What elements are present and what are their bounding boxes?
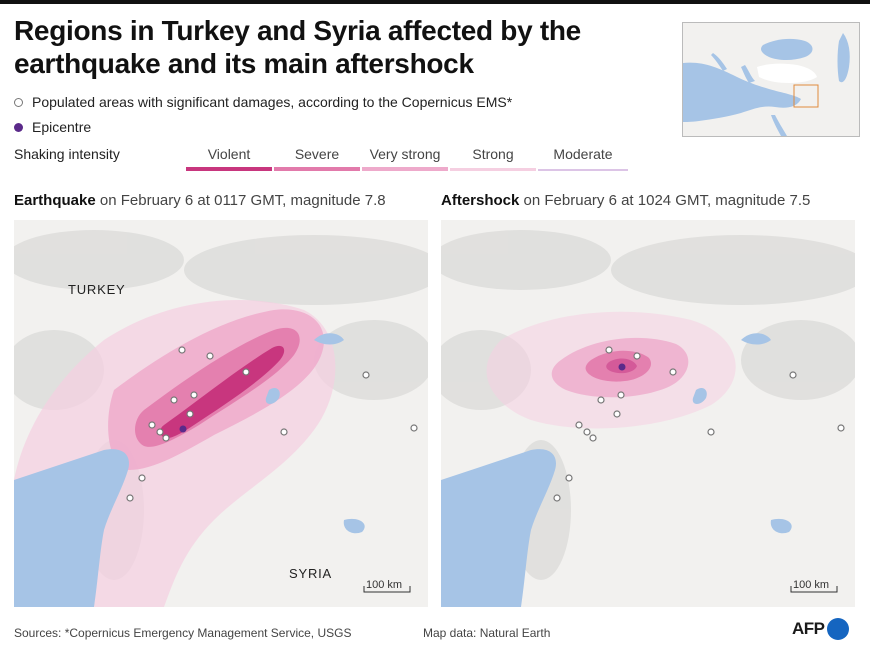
legend-damage-label: Populated areas with significant damages… bbox=[32, 94, 513, 110]
intensity-moderate-swatch bbox=[538, 169, 628, 171]
scale-label: 100 km bbox=[366, 579, 402, 591]
intensity-very-strong-swatch bbox=[362, 167, 448, 171]
epicentre-marker bbox=[618, 363, 626, 371]
aftershock-map-graphic: 100 km bbox=[441, 220, 855, 607]
label-turkey: TURKEY bbox=[68, 282, 126, 297]
locator-map bbox=[682, 22, 860, 137]
epicentre-marker bbox=[179, 425, 187, 433]
intensity-violent: Violent bbox=[186, 146, 272, 171]
intensity-very-strong: Very strong bbox=[362, 146, 448, 171]
legend-epicentre-label: Epicentre bbox=[32, 119, 92, 135]
intensity-violent-swatch bbox=[186, 167, 272, 171]
map-data-note: Map data: Natural Earth bbox=[423, 626, 551, 640]
aftershock-caption: Aftershock on February 6 at 1024 GMT, ma… bbox=[441, 192, 811, 209]
damage-ring-icon bbox=[14, 98, 23, 107]
intensity-moderate: Moderate bbox=[538, 146, 628, 171]
scale-bar: 100 km bbox=[363, 579, 411, 593]
intensity-strong: Strong bbox=[450, 146, 536, 171]
epicentre-dot-icon bbox=[14, 123, 23, 132]
scale-label: 100 km bbox=[793, 579, 829, 591]
intensity-strong-swatch bbox=[450, 168, 536, 171]
afp-logo-dot bbox=[826, 618, 849, 640]
sources-note: Sources: *Copernicus Emergency Managemen… bbox=[14, 626, 352, 640]
earthquake-map-graphic: TURKEY SYRIA 100 km bbox=[14, 220, 428, 607]
aftershock-map: 100 km bbox=[441, 220, 855, 607]
locator-map-graphic bbox=[683, 23, 859, 136]
earthquake-map: TURKEY SYRIA 100 km bbox=[14, 220, 428, 607]
label-syria: SYRIA bbox=[289, 566, 332, 581]
shaking-intensity-label: Shaking intensity bbox=[14, 146, 120, 162]
intensity-severe: Severe bbox=[274, 146, 360, 171]
damage-area-markers bbox=[126, 346, 418, 502]
legend-epicentre-row: Epicentre bbox=[14, 119, 91, 135]
legend-damage-row: Populated areas with significant damages… bbox=[14, 94, 512, 110]
top-rule bbox=[0, 0, 870, 4]
afp-logo-text: AFP bbox=[792, 619, 825, 638]
page-title: Regions in Turkey and Syria affected by … bbox=[14, 15, 581, 79]
scale-bar: 100 km bbox=[790, 579, 838, 593]
afp-logo: AFP bbox=[792, 618, 849, 640]
intensity-severe-swatch bbox=[274, 167, 360, 171]
damage-area-markers bbox=[553, 346, 845, 502]
earthquake-caption: Earthquake on February 6 at 0117 GMT, ma… bbox=[14, 192, 386, 209]
